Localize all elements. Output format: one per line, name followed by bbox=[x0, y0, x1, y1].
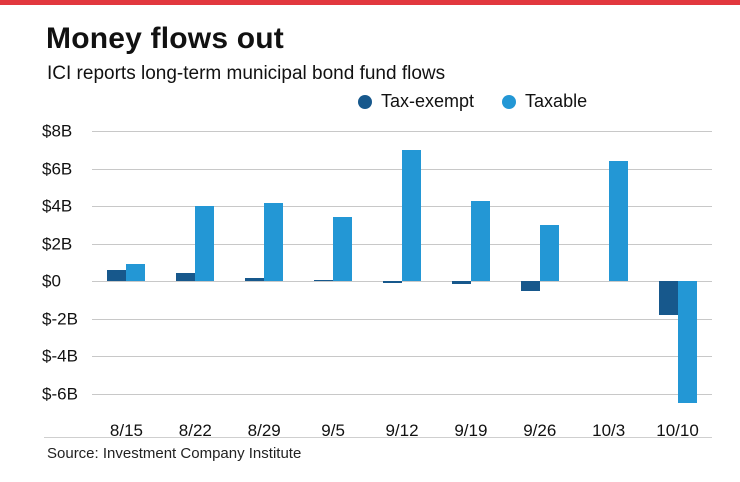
bar-taxable bbox=[539, 224, 559, 282]
gridline bbox=[92, 281, 712, 283]
gridline bbox=[92, 356, 712, 358]
gridline bbox=[92, 318, 712, 320]
y-axis-tick-label: $-2B bbox=[42, 309, 78, 329]
legend-label-taxable: Taxable bbox=[525, 91, 588, 111]
source-note: Source: Investment Company Institute bbox=[47, 445, 302, 462]
x-axis-tick-label: 8/15 bbox=[109, 421, 143, 440]
axis-bottom-rule bbox=[44, 437, 712, 438]
bar-taxable bbox=[264, 203, 284, 282]
legend-item-tax-exempt: Tax-exempt bbox=[358, 91, 474, 112]
taxable-swatch-icon bbox=[502, 94, 517, 109]
plot-area: $8B $6B $4B $2B $0 $-2B $-4B $-6B 8/15 8/22 8/29 9/… bbox=[42, 123, 712, 440]
bar-taxable bbox=[195, 206, 215, 282]
x-axis-tick-label: 9/5 bbox=[321, 421, 345, 440]
x-axis-tick-label: 9/12 bbox=[385, 421, 419, 440]
bar-taxable bbox=[470, 201, 490, 282]
y-axis-tick-label: $-6B bbox=[42, 384, 78, 404]
y-axis-tick-label: $2B bbox=[42, 234, 73, 254]
x-axis-tick-label: 9/26 bbox=[523, 421, 557, 440]
bar-tax-exempt bbox=[245, 277, 265, 282]
bar-tax-exempt bbox=[451, 281, 471, 285]
x-axis-tick-label: 10/3 bbox=[592, 421, 626, 440]
bar-taxable bbox=[608, 161, 628, 282]
x-axis-tick-label: 8/22 bbox=[178, 421, 212, 440]
y-axis-tick-label: $8B bbox=[42, 121, 73, 141]
y-axis-tick-label: $6B bbox=[42, 159, 73, 179]
tax-exempt-swatch-icon bbox=[358, 94, 372, 109]
y-axis-tick-label: $4B bbox=[42, 196, 73, 216]
bar-tax-exempt bbox=[520, 281, 540, 291]
bar-taxable bbox=[677, 281, 697, 404]
bar-tax-exempt bbox=[314, 280, 334, 282]
bar-taxable bbox=[126, 264, 146, 282]
gridline bbox=[92, 393, 712, 395]
bar-tax-exempt bbox=[176, 272, 196, 282]
x-axis-tick-label: 8/29 bbox=[247, 421, 281, 440]
legend: Tax-exempt Taxable bbox=[358, 91, 587, 112]
bar-tax-exempt bbox=[383, 281, 402, 284]
chart-title: Money flows out bbox=[46, 22, 284, 55]
legend-item-taxable: Taxable bbox=[502, 91, 587, 112]
legend-label-tax-exempt: Tax-exempt bbox=[381, 91, 475, 111]
gridline bbox=[92, 131, 712, 132]
y-axis-tick-label: $-4B bbox=[42, 346, 78, 366]
top-accent-bar bbox=[0, 0, 740, 5]
bar-taxable bbox=[333, 217, 353, 282]
x-axis-tick-label: 10/10 bbox=[656, 421, 699, 440]
bar-tax-exempt bbox=[658, 281, 678, 316]
bar-taxable bbox=[402, 149, 421, 282]
bar-tax-exempt bbox=[107, 270, 127, 282]
y-axis-tick-label: $0 bbox=[42, 271, 61, 291]
x-axis-tick-label: 9/19 bbox=[454, 421, 488, 440]
chart-subtitle: ICI reports long-term municipal bond fun… bbox=[47, 63, 446, 84]
